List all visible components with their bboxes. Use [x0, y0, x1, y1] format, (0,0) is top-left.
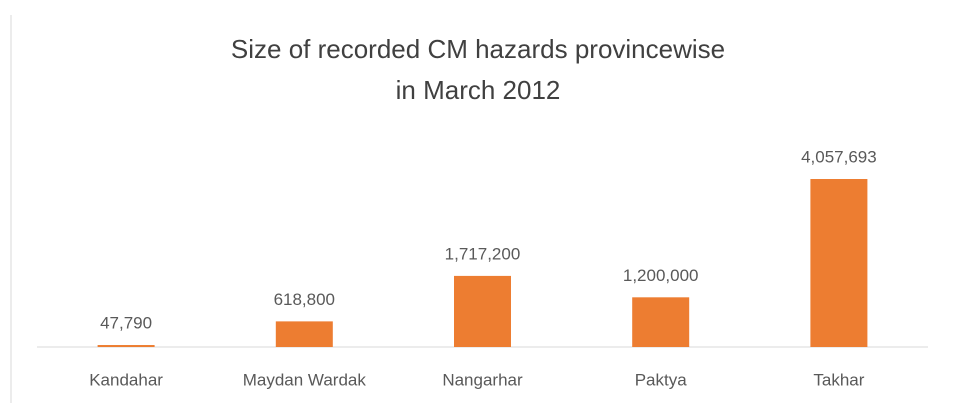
chart-title: Size of recorded CM hazards provincewise	[231, 34, 725, 64]
bar	[454, 275, 511, 347]
x-tick-label: Takhar	[813, 370, 864, 389]
data-label: 47,790	[100, 314, 152, 333]
data-label: 4,057,693	[801, 147, 877, 166]
bar	[810, 179, 868, 347]
chart-title: in March 2012	[396, 75, 561, 105]
bar	[632, 297, 690, 347]
x-tick-label: Kandahar	[89, 370, 163, 389]
bar	[97, 345, 155, 347]
x-tick-label: Maydan Wardak	[243, 370, 367, 389]
bar	[275, 321, 333, 347]
data-label: 1,717,200	[445, 244, 521, 263]
data-label: 618,800	[274, 290, 335, 309]
data-label: 1,200,000	[623, 266, 699, 285]
x-tick-label: Paktya	[635, 370, 688, 389]
x-tick-label: Nangarhar	[442, 370, 523, 389]
